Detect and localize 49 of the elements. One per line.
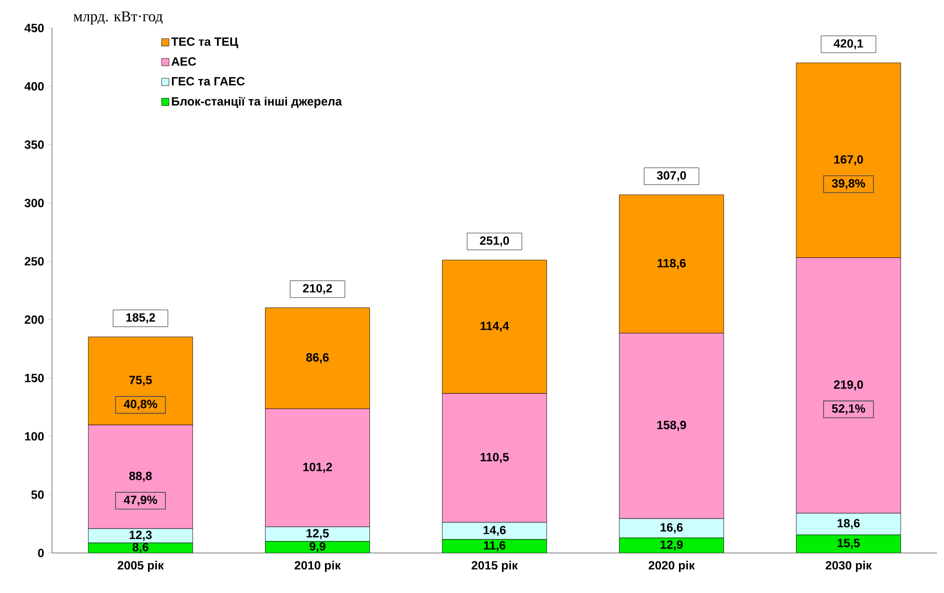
data-label: 219,0 <box>834 380 863 391</box>
data-label: 9,9 <box>310 542 326 552</box>
y-tick-label: 150 <box>25 374 44 382</box>
annotation: 52,1% <box>832 404 866 414</box>
annotation: 47,9% <box>124 496 158 506</box>
y-tick-label: 250 <box>24 257 44 266</box>
data-label: 11,6 <box>484 541 506 552</box>
y-axis-title: млрд. кВт·год <box>74 12 163 24</box>
data-label: 158,9 <box>657 420 686 431</box>
y-tick-label: 100 <box>25 432 44 441</box>
y-tick-label: 450 <box>24 24 44 32</box>
total-label: 210,2 <box>302 284 332 294</box>
data-label: 118,6 <box>658 258 686 270</box>
total-label: 420,1 <box>834 39 864 50</box>
data-label: 8,6 <box>132 542 148 554</box>
data-label: 167,0 <box>834 155 863 166</box>
x-tick-label: 2020 рік <box>648 560 695 572</box>
legend-label: ГЕС та ГАЕС <box>172 77 245 86</box>
y-tick-label: 350 <box>24 140 44 149</box>
data-label: 88,8 <box>129 472 152 482</box>
data-label: 12,5 <box>306 529 329 540</box>
data-label: 12,9 <box>660 540 683 551</box>
y-tick-label: 300 <box>24 198 44 208</box>
y-tick-label: 200 <box>24 315 44 324</box>
total-label: 185,2 <box>126 313 155 324</box>
data-label: 16,6 <box>660 523 683 534</box>
legend-label: АЕС <box>171 57 196 66</box>
data-label: 114,4 <box>480 322 510 332</box>
data-label: 86,6 <box>306 353 329 364</box>
data-label: 12,3 <box>130 530 152 541</box>
total-label: 251,0 <box>480 236 509 247</box>
data-label: 15,5 <box>838 538 860 549</box>
data-label: 101,2 <box>303 462 332 473</box>
legend-label: ТЕС та ТЕЦ <box>171 37 238 48</box>
data-label: 14,6 <box>484 526 506 536</box>
x-tick-label: 2015 рік <box>472 560 518 572</box>
y-tick-label: 0 <box>38 548 44 558</box>
annotation: 40,8% <box>124 400 158 410</box>
data-label: 75,5 <box>129 376 152 386</box>
y-tick-label: 50 <box>31 490 44 499</box>
legend-label: Блок-станції та інші джерела <box>172 96 342 108</box>
x-tick-label: 2005 рік <box>118 560 164 572</box>
total-label: 307,0 <box>656 171 686 182</box>
data-label: 110,5 <box>480 452 509 464</box>
data-label: 18,6 <box>838 518 860 530</box>
y-tick-label: 400 <box>24 82 44 91</box>
x-tick-label: 2010 рік <box>294 560 341 572</box>
x-tick-label: 2030 рік <box>826 560 872 572</box>
annotation: 39,8% <box>832 179 866 190</box>
